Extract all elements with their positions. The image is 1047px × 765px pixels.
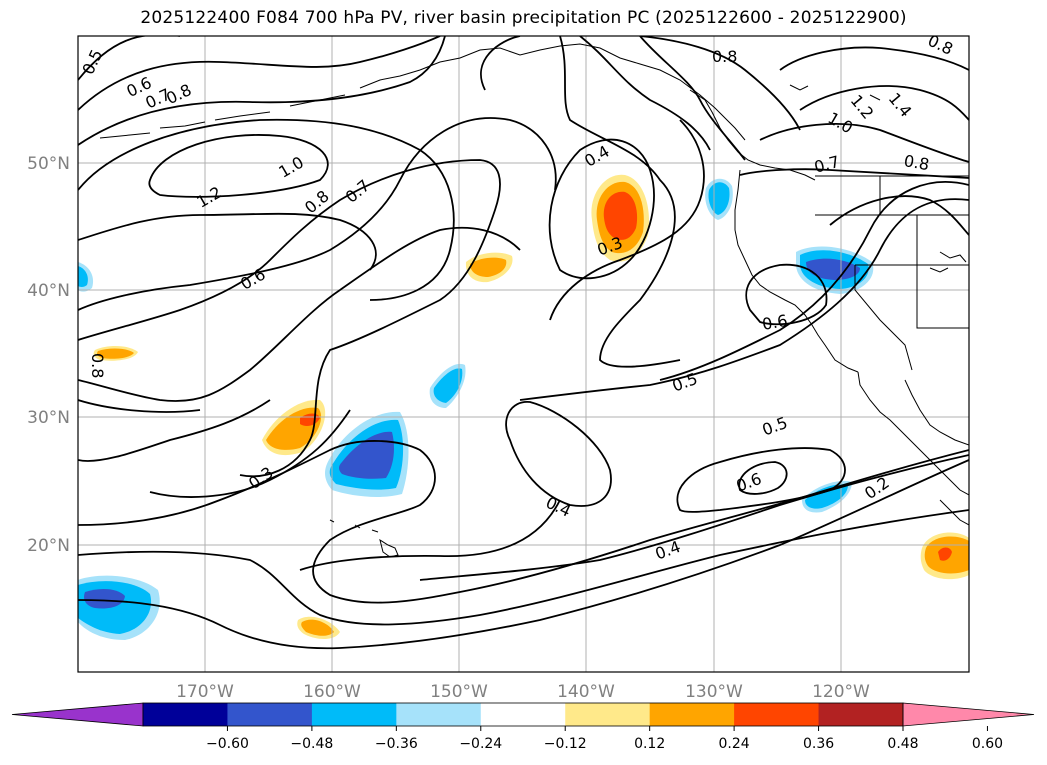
colorbar-tick-label: −0.60 xyxy=(206,736,249,752)
neg-patch-mid xyxy=(429,363,466,408)
colorbar-segment xyxy=(649,703,735,726)
contour-label: 0.8 xyxy=(88,353,107,378)
colorbar-tick-label: −0.24 xyxy=(459,736,502,752)
colorbar-tick-label: −0.12 xyxy=(544,736,587,752)
lat-axis-labels: 50°N 40°N 30°N 20°N xyxy=(27,154,70,556)
lon-label: 170°W xyxy=(176,682,234,702)
lon-label: 120°W xyxy=(812,682,870,702)
lon-axis-labels: 170°W 160°W 150°W 140°W 130°W 120°W xyxy=(176,682,870,702)
colorbar-extend-high xyxy=(902,702,1035,727)
colorbar-segment xyxy=(143,703,228,726)
colorbar-outline xyxy=(142,702,904,727)
lon-label: 130°W xyxy=(685,682,743,702)
pos-patch-south xyxy=(297,616,340,639)
contour-label: 0.8 xyxy=(712,47,737,66)
lon-label: 150°W xyxy=(430,682,488,702)
colorbar-tick-label: 0.60 xyxy=(972,736,1003,752)
colorbar-tick-label: −0.36 xyxy=(375,736,418,752)
colorbar-segment xyxy=(396,703,482,726)
colorbar-tick-label: 0.36 xyxy=(803,736,834,752)
neg-patch-baja xyxy=(802,480,852,513)
map-title: 2025122400 F084 700 hPa PV, river basin … xyxy=(140,8,907,28)
neg-patch-west-edge xyxy=(78,262,94,292)
lon-label: 160°W xyxy=(303,682,361,702)
pos-patch-mexico xyxy=(920,532,969,580)
colorbar-segment xyxy=(480,703,566,726)
lat-label: 30°N xyxy=(27,408,70,428)
colorbar-segment xyxy=(565,703,651,726)
colorbar-ticks: −0.60 −0.48 −0.36 −0.24 −0.12 0.12 0.24 0.36 0.4… xyxy=(206,726,1003,752)
lat-label: 20°N xyxy=(27,536,70,556)
pos-patch-mid-north xyxy=(465,252,513,283)
map-plot-area: 0.5 0.6 0.7 0.8 1.0 1.2 0.8 0.7 0.6 0.8 … xyxy=(78,36,969,672)
precip-shading xyxy=(78,174,969,640)
lat-label: 40°N xyxy=(27,281,70,301)
coastlines xyxy=(99,43,969,558)
colorbar-segment xyxy=(227,703,313,726)
colorbar-extend-low xyxy=(11,702,144,727)
lat-label: 50°N xyxy=(27,154,70,174)
neg-patch-central xyxy=(325,411,409,497)
pos-patch-west xyxy=(93,346,138,361)
contour-label: 0.8 xyxy=(902,151,930,174)
neg-patch-bottom-left xyxy=(78,575,160,640)
colorbar: −0.60 −0.48 −0.36 −0.24 −0.12 0.12 0.24 0.36 0.4… xyxy=(11,702,1035,752)
colorbar-tick-label: 0.48 xyxy=(887,736,918,752)
colorbar-tick-label: 0.24 xyxy=(719,736,750,752)
lon-label: 140°W xyxy=(557,682,615,702)
colorbar-segment xyxy=(734,703,820,726)
pos-patch-gulf-alaska xyxy=(591,174,650,262)
colorbar-segment xyxy=(311,703,397,726)
map-frame xyxy=(77,35,970,673)
pv-contours xyxy=(78,36,969,650)
colorbar-tick-label: −0.48 xyxy=(290,736,333,752)
colorbar-tick-label: 0.12 xyxy=(634,736,665,752)
colorbar-segment xyxy=(818,703,904,726)
contour-label: 0.6 xyxy=(761,311,789,334)
colorbar-segments xyxy=(11,702,1035,727)
